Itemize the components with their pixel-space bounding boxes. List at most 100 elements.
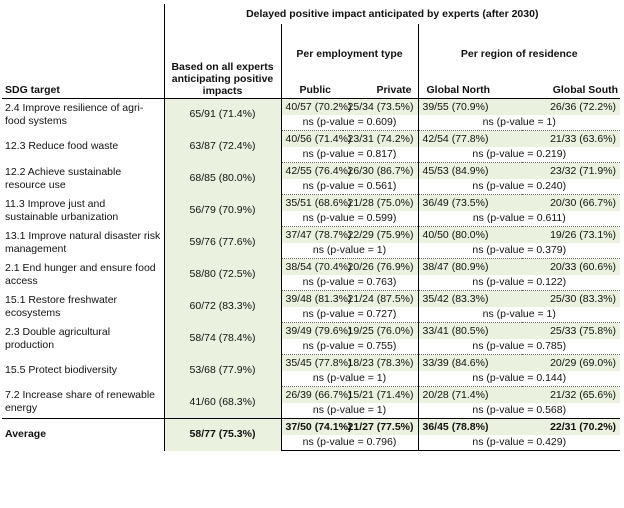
sdg-target: 15.5 Protect biodiversity [5, 364, 118, 376]
region-pvalue: ns (p-value = 0.568) [417, 403, 621, 419]
global-north-value: 42/54 (77.8%) [417, 130, 522, 147]
employment-pvalue: ns (p-value = 0.561) [280, 179, 418, 195]
employment-pvalue: ns (p-value = 0.796) [280, 435, 418, 451]
global-north-value: 36/45 (78.8%) [417, 418, 522, 435]
public-value: 35/45 (77.8%) [280, 354, 351, 371]
private-value: 25/34 (73.5%) [343, 98, 418, 115]
global-south-value: 25/30 (83.3%) [522, 290, 621, 307]
global-south-value: 20/29 (69.0%) [522, 354, 621, 371]
private-value: 18/23 (78.3%) [343, 354, 418, 371]
public-value: 40/56 (71.4%) [280, 130, 351, 147]
table-row-pvalues: ns (p-value = 0.609) ns (p-value = 1) [2, 115, 621, 131]
global-south-value: 20/33 (60.6%) [522, 258, 621, 275]
private-value: 26/30 (86.7%) [343, 162, 418, 179]
header-public: Public [280, 84, 343, 99]
global-north-value: 33/39 (84.6%) [417, 354, 522, 371]
table-row-pvalues: ns (p-value = 1) ns (p-value = 0.379) [2, 243, 621, 259]
employment-pvalue: ns (p-value = 0.727) [280, 307, 418, 323]
table-row: 15.5 Protect biodiversity 53/68 (77.9%) 35… [2, 354, 621, 387]
global-south-value: 25/33 (75.8%) [522, 322, 621, 339]
region-pvalue: ns (p-value = 0.429) [417, 435, 621, 451]
table-row: 2.3 Double agricultural production 58/74 … [2, 322, 621, 355]
region-pvalue: ns (p-value = 0.219) [417, 147, 621, 163]
global-south-value: 21/32 (65.6%) [522, 386, 621, 403]
all-experts-value: 68/85 (80.0%) [163, 162, 281, 195]
table-body: 2.4 Improve resilience of agri-food syst… [2, 98, 621, 451]
private-value: 21/27 (77.5%) [343, 418, 418, 435]
table-row-pvalues: ns (p-value = 0.727) ns (p-value = 1) [2, 307, 621, 323]
employment-pvalue: ns (p-value = 0.609) [280, 115, 418, 131]
table-row: 7.2 Increase share of renewable energy 41… [2, 386, 621, 419]
header-based-on-all: Based on all experts anticipating positi… [163, 24, 281, 99]
employment-pvalue: ns (p-value = 1) [280, 243, 418, 259]
global-south-value: 26/36 (72.2%) [522, 98, 621, 115]
global-south-value: 20/30 (66.7%) [522, 194, 621, 211]
header-per-employment: Per employment type [280, 24, 418, 84]
global-north-value: 40/50 (80.0%) [417, 226, 522, 243]
global-north-value: 39/55 (70.9%) [417, 98, 522, 115]
table-row-pvalues: ns (p-value = 1) ns (p-value = 0.144) [2, 371, 621, 387]
table-row-pvalues: ns (p-value = 1) ns (p-value = 0.568) [2, 403, 621, 419]
global-south-value: 19/26 (73.1%) [522, 226, 621, 243]
all-experts-value: 59/76 (77.6%) [163, 226, 281, 259]
global-north-value: 38/47 (80.9%) [417, 258, 522, 275]
header-delayed-impact: Delayed positive impact anticipated by e… [163, 4, 621, 24]
average-row: Average 58/77 (75.3%) 37/50 (74.1%) 21/27 (… [2, 418, 621, 451]
table-row-pvalues: ns (p-value = 0.763) ns (p-value = 0.122) [2, 275, 621, 291]
results-table: Delayed positive impact anticipated by e… [2, 4, 621, 451]
all-experts-value: 58/80 (72.5%) [163, 258, 281, 291]
sdg-target: Average [2, 418, 164, 451]
header-global-south: Global South [522, 84, 621, 99]
all-experts-value: 60/72 (83.3%) [163, 290, 281, 323]
table-row-pvalues: ns (p-value = 0.817) ns (p-value = 0.219) [2, 147, 621, 163]
table-row: 12.2 Achieve sustainable resource use 68/… [2, 162, 621, 195]
sdg-target: 2.4 Improve resilience of agri-food syst… [5, 101, 144, 127]
region-pvalue: ns (p-value = 0.240) [417, 179, 621, 195]
region-pvalue: ns (p-value = 0.785) [417, 339, 621, 355]
table-row: 12.3 Reduce food waste 63/87 (72.4%) 40/56… [2, 130, 621, 163]
global-north-value: 35/42 (83.3%) [417, 290, 522, 307]
sdg-target: 15.1 Restore freshwater ecosystems [5, 293, 118, 319]
table-row: 11.3 Improve just and sustainable urbani… [2, 194, 621, 227]
header-sdg-target: SDG target [2, 24, 164, 99]
employment-pvalue: ns (p-value = 0.817) [280, 147, 418, 163]
region-pvalue: ns (p-value = 0.611) [417, 211, 621, 227]
all-experts-value: 41/60 (68.3%) [163, 386, 281, 419]
public-value: 39/49 (79.6%) [280, 322, 351, 339]
table-row: 2.1 End hunger and ensure food access 58/… [2, 258, 621, 291]
table-row: 2.4 Improve resilience of agri-food syst… [2, 98, 621, 131]
sdg-target: 2.1 End hunger and ensure food access [5, 261, 156, 287]
table-row: 15.1 Restore freshwater ecosystems 60/72 … [2, 290, 621, 323]
employment-pvalue: ns (p-value = 1) [280, 403, 418, 419]
sdg-target: 2.3 Double agricultural production [5, 325, 111, 351]
region-pvalue: ns (p-value = 1) [417, 115, 621, 131]
all-experts-value: 58/74 (78.4%) [163, 322, 281, 355]
sdg-target: 12.3 Reduce food waste [5, 140, 119, 152]
header-per-region: Per region of residence [417, 24, 621, 84]
private-value: 19/25 (76.0%) [343, 322, 418, 339]
global-south-value: 23/32 (71.9%) [522, 162, 621, 179]
header-private: Private [343, 84, 418, 99]
public-value: 42/55 (76.4%) [280, 162, 351, 179]
region-pvalue: ns (p-value = 0.122) [417, 275, 621, 291]
global-north-value: 36/49 (73.5%) [417, 194, 522, 211]
table-row-pvalues: ns (p-value = 0.599) ns (p-value = 0.611) [2, 211, 621, 227]
employment-pvalue: ns (p-value = 0.755) [280, 339, 418, 355]
global-south-value: 21/33 (63.6%) [522, 130, 621, 147]
public-value: 26/39 (66.7%) [280, 386, 351, 403]
public-value: 39/48 (81.3%) [280, 290, 351, 307]
private-value: 20/26 (76.9%) [343, 258, 418, 275]
private-value: 21/28 (75.0%) [343, 194, 418, 211]
sdg-target: 12.2 Achieve sustainable resource use [5, 165, 122, 191]
average-pvalue-row: ns (p-value = 0.796) ns (p-value = 0.429) [2, 435, 621, 451]
all-experts-value: 65/91 (71.4%) [163, 98, 281, 131]
all-experts-value: 56/79 (70.9%) [163, 194, 281, 227]
sdg-target: 13.1 Improve natural disaster risk manag… [5, 229, 161, 255]
sdg-target: 7.2 Increase share of renewable energy [5, 389, 156, 415]
global-south-value: 22/31 (70.2%) [522, 418, 621, 435]
public-value: 37/47 (78.7%) [280, 226, 351, 243]
all-experts-value: 58/77 (75.3%) [163, 418, 281, 451]
public-value: 40/57 (70.2%) [280, 98, 351, 115]
all-experts-value: 53/68 (77.9%) [163, 354, 281, 387]
